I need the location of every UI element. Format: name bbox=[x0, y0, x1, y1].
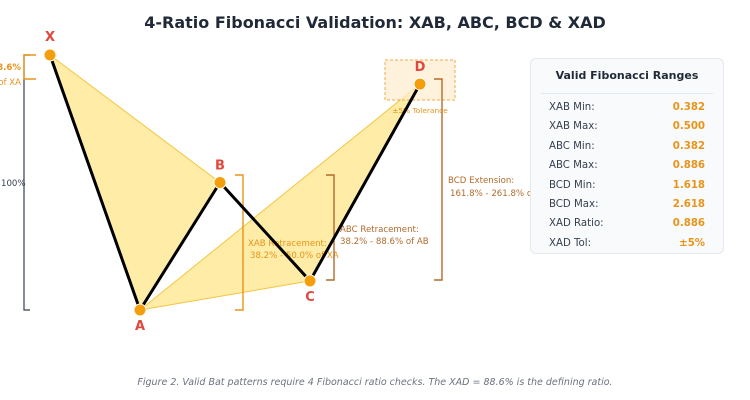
bcd-bracket bbox=[434, 78, 443, 281]
xab-bracket bbox=[235, 174, 244, 311]
panel-row: ABC Min: 0.382 bbox=[549, 137, 705, 156]
panel-row-value: 0.886 bbox=[672, 160, 705, 172]
panel-row: BCD Max: 2.618 bbox=[549, 195, 705, 214]
point-label-b: B bbox=[215, 159, 225, 174]
leg-cd bbox=[308, 82, 422, 283]
point-d bbox=[413, 77, 427, 91]
abc-bracket bbox=[326, 174, 335, 281]
panel-rows: XAB Min: 0.382 XAB Max: 0.500 ABC Min: 0.382 A… bbox=[531, 94, 723, 253]
panel-row: BCD Min: 1.618 bbox=[549, 176, 705, 195]
point-label-x: X bbox=[45, 30, 55, 45]
panel-row: XAB Max: 0.500 bbox=[549, 117, 705, 136]
leg-xa bbox=[48, 53, 142, 312]
panel-row-label: XAB Max: bbox=[549, 121, 598, 133]
panel-row-value: 0.886 bbox=[672, 218, 705, 230]
point-label-a: A bbox=[135, 319, 145, 334]
panel-row-label: BCD Max: bbox=[549, 198, 599, 210]
point-c bbox=[303, 274, 317, 288]
bcd-title: BCD Extension: bbox=[448, 176, 514, 186]
panel-row: XAB Min: 0.382 bbox=[549, 98, 705, 117]
point-a bbox=[133, 303, 147, 317]
panel-row: XAD Ratio: 0.886 bbox=[549, 214, 705, 233]
abc-range: 38.2% - 88.6% of AB bbox=[340, 237, 429, 247]
xab-range: 38.2% - 50.0% of XA bbox=[250, 251, 339, 261]
point-label-c: C bbox=[305, 290, 315, 305]
panel-row: XAD Tol: ±5% bbox=[549, 234, 705, 253]
xa-label: 100% bbox=[1, 179, 26, 189]
xad-label: 88.6% bbox=[0, 63, 21, 73]
abc-title: ABC Retracement: bbox=[340, 225, 419, 235]
point-b bbox=[213, 176, 227, 189]
panel-row-value: 2.618 bbox=[672, 198, 705, 210]
panel-row-label: XAD Tol: bbox=[549, 237, 592, 249]
panel-row-value: 0.382 bbox=[672, 140, 705, 152]
panel-row-label: XAD Ratio: bbox=[549, 218, 604, 230]
xab-title: XAB Retracement: bbox=[248, 239, 327, 249]
leg-ab bbox=[138, 181, 222, 312]
chart-caption: Figure 2. Valid Bat patterns require 4 F… bbox=[137, 377, 612, 388]
tolerance-label: ±5% Tolerance bbox=[392, 106, 448, 115]
panel-title: Valid Fibonacci Ranges bbox=[541, 59, 713, 94]
xad-bracket bbox=[23, 54, 36, 80]
panel-row-value: ±5% bbox=[679, 237, 705, 249]
panel-row-value: 0.382 bbox=[672, 102, 705, 113]
leg-bc bbox=[218, 181, 312, 283]
fibonacci-ranges-panel: Valid Fibonacci Ranges XAB Min: 0.382 XAB … bbox=[530, 58, 724, 254]
bcd-range: 161.8% - 261.8% of BC bbox=[450, 189, 550, 199]
panel-row-label: XAB Min: bbox=[549, 102, 595, 113]
panel-row-value: 0.500 bbox=[672, 121, 705, 133]
panel-row-label: ABC Max: bbox=[549, 160, 598, 172]
panel-row-label: ABC Min: bbox=[549, 140, 595, 152]
point-label-d: D bbox=[415, 60, 426, 75]
xad-sub-label: of XA bbox=[0, 78, 21, 88]
panel-row-value: 1.618 bbox=[672, 179, 705, 191]
point-x bbox=[43, 48, 57, 62]
panel-row-label: BCD Min: bbox=[549, 179, 596, 191]
panel-row: ABC Max: 0.886 bbox=[549, 156, 705, 175]
chart-title: 4-Ratio Fibonacci Validation: XAB, ABC, … bbox=[144, 13, 606, 32]
